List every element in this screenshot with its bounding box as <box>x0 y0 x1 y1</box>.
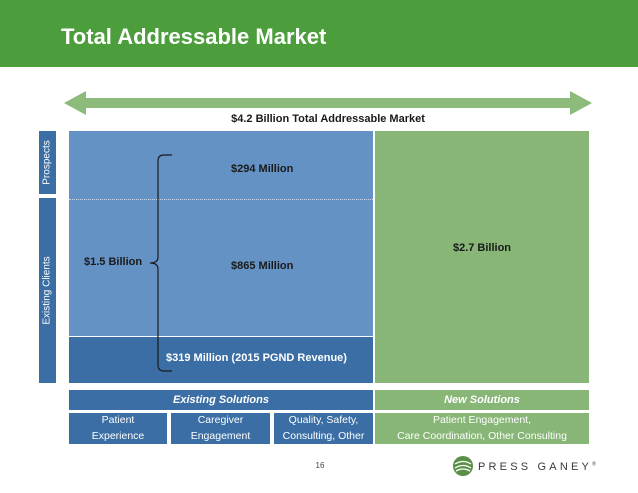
cell-line-1: Quality, Safety, <box>288 414 359 427</box>
new-solutions-header-text: New Solutions <box>444 394 520 406</box>
revenue-value: $319 Million (2015 PGND Revenue) <box>166 352 347 364</box>
cell-line-2: Care Coordination, Other Consulting <box>397 429 567 442</box>
new-solutions-market-block <box>375 131 589 383</box>
existing-clients-label-text: Existing Clients <box>42 256 54 325</box>
logo-wordmark: PRESS GANEY <box>478 461 593 473</box>
existing-solutions-market-block <box>69 131 373 336</box>
cell-line-2: Experience <box>91 429 145 442</box>
existing-solutions-header: Existing Solutions <box>69 390 373 410</box>
prospects-side-label: Prospects <box>39 131 56 194</box>
cell-line-1: Patient Engagement, <box>432 414 532 427</box>
new-solutions-header: New Solutions <box>375 390 589 410</box>
curly-bracket-icon <box>149 154 172 372</box>
cell-line-1: Caregiver <box>197 414 244 427</box>
bracket-total-value: $1.5 Billion <box>84 256 143 268</box>
solution-cell-patient-engagement: Patient Engagement, Care Coordination, Ot… <box>375 413 589 444</box>
cell-line-2: Consulting, Other <box>282 429 365 442</box>
slide-title: Total Addressable Market <box>61 24 327 49</box>
prospects-divider <box>69 199 373 200</box>
press-ganey-logo-text: PRESS GANEY® <box>478 461 596 473</box>
solution-cell-caregiver-engagement: Caregiver Engagement <box>171 413 270 444</box>
prospects-value: $294 Million <box>231 163 294 175</box>
press-ganey-globe-icon <box>453 456 473 476</box>
registered-mark: ® <box>592 461 596 468</box>
existing-clients-side-label: Existing Clients <box>39 198 56 383</box>
existing-solutions-header-text: Existing Solutions <box>173 394 269 406</box>
cell-line-2: Engagement <box>190 429 251 442</box>
cell-line-1: Patient <box>101 414 135 427</box>
tam-label: $4.2 Billion Total Addressable Market <box>231 113 425 125</box>
new-solutions-value: $2.7 Billion <box>452 242 512 254</box>
revenue-block <box>69 337 373 383</box>
header-bar <box>0 0 638 67</box>
page-number: 16 <box>315 461 325 470</box>
solution-cell-patient-experience: Patient Experience <box>69 413 167 444</box>
solution-cell-quality-safety: Quality, Safety, Consulting, Other <box>274 413 373 444</box>
prospects-label-text: Prospects <box>42 140 53 185</box>
existing-clients-value: $865 Million <box>231 260 294 272</box>
double-headed-arrow-icon <box>64 91 592 115</box>
